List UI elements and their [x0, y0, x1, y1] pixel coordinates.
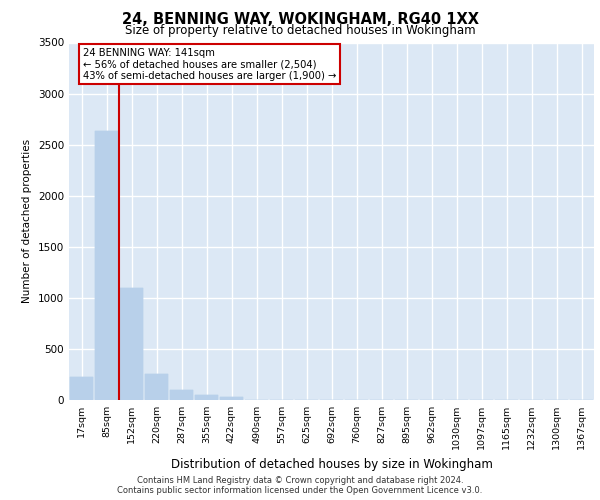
Bar [170, 390, 193, 400]
Text: 24 BENNING WAY: 141sqm
← 56% of detached houses are smaller (2,504)
43% of semi-: 24 BENNING WAY: 141sqm ← 56% of detached… [83, 48, 336, 81]
Text: Contains HM Land Registry data © Crown copyright and database right 2024.
Contai: Contains HM Land Registry data © Crown c… [118, 476, 482, 495]
Bar [70, 376, 93, 400]
Text: Size of property relative to detached houses in Wokingham: Size of property relative to detached ho… [125, 24, 475, 37]
X-axis label: Distribution of detached houses by size in Wokingham: Distribution of detached houses by size … [170, 458, 493, 470]
Text: 24, BENNING WAY, WOKINGHAM, RG40 1XX: 24, BENNING WAY, WOKINGHAM, RG40 1XX [121, 12, 479, 28]
Bar [195, 395, 218, 400]
Bar [145, 374, 168, 400]
Bar [220, 397, 243, 400]
Bar [220, 397, 243, 400]
Bar [170, 390, 193, 400]
Bar [195, 395, 218, 400]
Bar [70, 376, 93, 400]
Bar [120, 288, 143, 400]
Bar [145, 374, 168, 400]
Bar [95, 132, 118, 400]
Y-axis label: Number of detached properties: Number of detached properties [22, 139, 32, 304]
Bar [95, 132, 118, 400]
Bar [120, 288, 143, 400]
